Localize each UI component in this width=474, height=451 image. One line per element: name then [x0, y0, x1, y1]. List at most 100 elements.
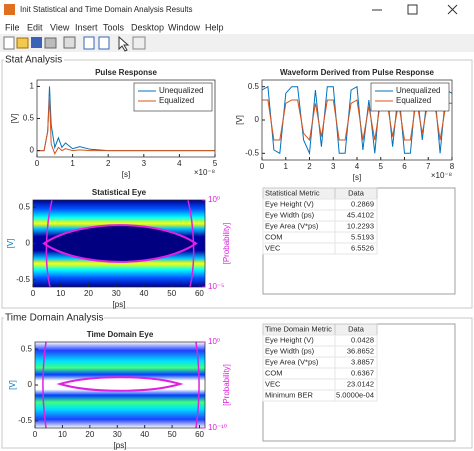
x-axis-multiplier: ×10⁻⁸: [194, 168, 215, 177]
x-tick-label: 2: [307, 162, 312, 171]
y-tick-label: -0.5: [16, 275, 30, 284]
table-cell-text: Minimum BER: [265, 390, 314, 399]
table-cell-text: Eye Height (V): [265, 199, 314, 208]
menu-item[interactable]: Desktop: [131, 22, 164, 32]
y-tick-label: 0.5: [21, 344, 33, 353]
table-cell-text: 0.6367: [351, 368, 374, 377]
x-tick-label: 1: [70, 159, 75, 168]
y-tick-label: 1: [30, 82, 35, 91]
toolbar-icons: [3, 35, 146, 52]
menu-item[interactable]: View: [50, 22, 70, 32]
new-icon[interactable]: [3, 36, 15, 50]
x-tick-label: 10: [56, 289, 65, 298]
panel-title: Stat Analysis: [5, 55, 62, 66]
legend-label: Equalized: [396, 96, 431, 105]
chart-title: Pulse Response: [95, 68, 157, 77]
save-icon[interactable]: [31, 37, 42, 48]
y-tick-label: 0: [26, 239, 31, 248]
table-cell-text: 5.5193: [351, 232, 374, 241]
legend-label: Unequalized: [159, 86, 203, 95]
x-tick-label: 40: [140, 289, 149, 298]
legend-icon[interactable]: [98, 36, 110, 50]
menu-item[interactable]: Insert: [75, 22, 98, 32]
y-tick-label: 0.5: [19, 202, 31, 211]
y-axis-label: [V]: [6, 239, 15, 249]
table-header: Time Domain Metric: [265, 324, 332, 333]
y2-axis-label: [Probability]: [222, 364, 231, 406]
open-icon[interactable]: [16, 37, 29, 49]
x-tick-label: 5: [379, 162, 384, 171]
pointer-icon[interactable]: [118, 35, 130, 52]
x-tick-label: 8: [450, 162, 455, 171]
chart-title: Time Domain Eye: [87, 330, 154, 339]
eye-contour: [56, 376, 184, 392]
y-axis-label: [V]: [10, 114, 19, 124]
camera-icon[interactable]: [132, 36, 146, 50]
time-panel-label-bg: [4, 312, 104, 324]
table-cell-text: Eye Area (V*ps): [265, 357, 319, 366]
table-cell-text: Eye Width (ps): [265, 210, 315, 219]
eye-contour: [42, 224, 198, 263]
menu-item[interactable]: Window: [168, 22, 201, 32]
y-axis-label: [V]: [8, 380, 17, 390]
x-tick-label: 4: [355, 162, 360, 171]
x-tick-label: 0: [33, 430, 38, 439]
y-axis-label: [V]: [235, 115, 244, 125]
menu-item[interactable]: File: [5, 22, 20, 32]
x-tick-label: 50: [167, 289, 176, 298]
x-tick-label: 7: [426, 162, 431, 171]
x-tick-label: 50: [168, 430, 177, 439]
table-header: Data: [348, 188, 365, 197]
y-tick-label: 0: [255, 115, 260, 124]
link-icon[interactable]: [63, 36, 76, 49]
table-cell: [334, 389, 378, 402]
panel-title: Time Domain Analysis: [5, 313, 104, 324]
legend-label: Unequalized: [396, 86, 440, 95]
y2-tick-label: 10⁰: [208, 337, 220, 346]
table-header: Statistical Metric: [265, 188, 320, 197]
bathtub-curve: [45, 199, 195, 288]
x-axis-label: [ps]: [113, 300, 126, 309]
x-axis-label: [s]: [353, 173, 361, 182]
legend-box: [370, 82, 450, 112]
table-cell-text: 5.0000e-04: [336, 390, 374, 399]
table-cell-text: COM: [265, 232, 283, 241]
table-cell-text: 36.8652: [347, 346, 374, 355]
table-cell-text: VEC: [265, 379, 281, 388]
x-tick-label: 40: [140, 430, 149, 439]
maximize-button[interactable]: [407, 4, 418, 15]
legend-label: Equalized: [159, 96, 194, 105]
y-tick-label: 0.5: [23, 114, 35, 123]
table-cell-text: 0.2869: [351, 199, 374, 208]
y2-axis-label: [Probability]: [222, 223, 231, 265]
table-cell-text: Eye Area (V*ps): [265, 221, 319, 230]
x-tick-label: 4: [177, 159, 182, 168]
x-tick-label: 60: [195, 289, 204, 298]
menu-item[interactable]: Help: [205, 22, 224, 32]
menu-item[interactable]: Tools: [103, 22, 125, 32]
colorbar-icon[interactable]: [83, 36, 95, 50]
table-cell: [334, 242, 378, 255]
window-title: Init Statistical and Time Domain Analysi…: [20, 5, 193, 14]
x-tick-label: 20: [84, 289, 93, 298]
y2-tick-label: 10⁻¹⁰: [208, 423, 227, 432]
table-cell-text: 23.0142: [347, 379, 374, 388]
table-cell-text: 0.0428: [351, 335, 374, 344]
x-tick-label: 5: [213, 159, 218, 168]
table-header: Data: [348, 324, 365, 333]
menu-item[interactable]: Edit: [27, 22, 43, 32]
statistical-eye-heatmap: [33, 199, 205, 288]
close-button[interactable]: [447, 4, 458, 15]
y-tick-label: -0.5: [245, 148, 259, 157]
x-axis-label: [s]: [122, 170, 130, 179]
x-axis-multiplier: ×10⁻⁸: [431, 171, 452, 180]
x-tick-label: 30: [113, 430, 122, 439]
table-cell-text: Eye Width (ps): [265, 346, 315, 355]
print-icon[interactable]: [44, 37, 57, 49]
time-domain-eye-heatmap: [35, 341, 205, 429]
x-tick-label: 3: [331, 162, 336, 171]
chart-title: Statistical Eye: [92, 188, 147, 197]
x-tick-label: 6: [402, 162, 407, 171]
x-tick-label: 30: [112, 289, 121, 298]
y-tick-label: 0: [30, 146, 35, 155]
